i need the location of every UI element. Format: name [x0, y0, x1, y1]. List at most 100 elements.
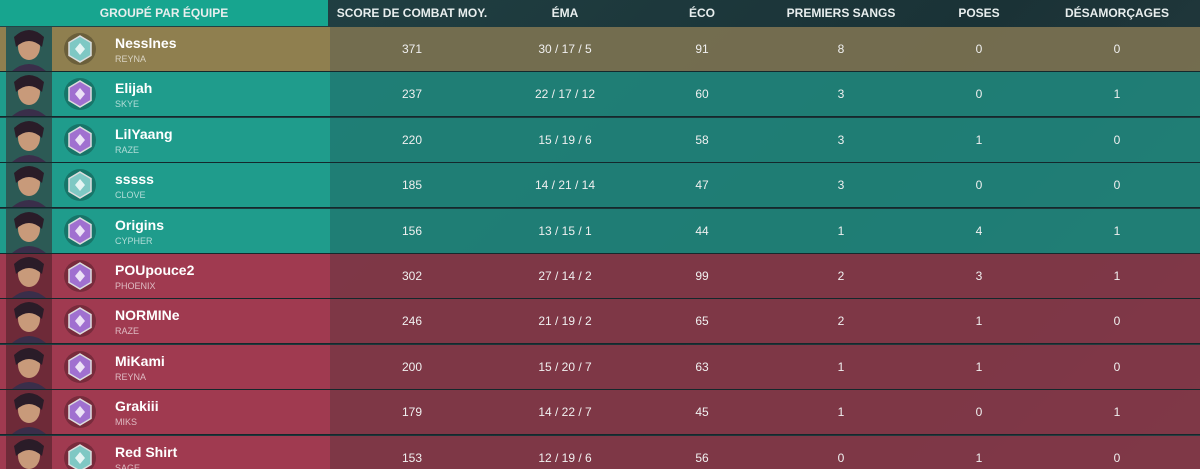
- agent-portrait: [6, 299, 52, 344]
- player-row: LilYaang RAZE 220 15 / 19 / 6 58 3 1 0: [0, 117, 1200, 163]
- stat-defuses: 0: [1113, 359, 1121, 374]
- agent-portrait: [6, 117, 52, 162]
- player-name: sssss: [115, 171, 154, 188]
- header-cell: ÉMA: [551, 6, 579, 20]
- agent-name: SAGE: [115, 462, 141, 469]
- stat-kda: 21 / 19 / 2: [538, 314, 592, 329]
- agent-name: SKYE: [115, 99, 140, 110]
- stat-first-bloods: 1: [837, 223, 845, 238]
- stat-eco: 47: [695, 178, 709, 193]
- header-cell: SCORE DE COMBAT MOY.: [336, 6, 488, 20]
- player-cell: [0, 163, 330, 208]
- player-name: NORMINe: [115, 307, 180, 324]
- stat-plants: 3: [975, 269, 983, 283]
- stat-defuses: 1: [1113, 269, 1121, 283]
- player-cell: [0, 390, 330, 435]
- stat-eco: 56: [695, 450, 709, 465]
- stat-kda: 13 / 15 / 1: [538, 223, 592, 238]
- player-name: MiKami: [115, 352, 165, 369]
- stat-eco: 45: [695, 405, 709, 420]
- stat-first-bloods: 0: [837, 450, 845, 465]
- agent-portrait: [6, 435, 52, 469]
- stat-kda: 15 / 19 / 6: [538, 132, 592, 147]
- player-cell: [0, 435, 330, 469]
- stat-kda: 15 / 20 / 7: [538, 359, 592, 374]
- stat-defuses: 0: [1113, 42, 1121, 56]
- player-cell: [0, 72, 330, 117]
- stat-first-bloods: 2: [837, 314, 845, 329]
- stat-score: 246: [401, 314, 423, 329]
- stat-first-bloods: 1: [837, 405, 845, 420]
- player-cell: [0, 254, 330, 298]
- agent-portrait: [6, 27, 52, 71]
- player-cell: [0, 344, 330, 389]
- rank-icon: [64, 441, 96, 469]
- header-cell: PREMIERS SANGS: [786, 6, 896, 20]
- agent-name: CLOVE: [115, 190, 146, 201]
- stat-defuses: 1: [1113, 405, 1121, 420]
- agent-portrait: [6, 72, 52, 117]
- stat-first-bloods: 3: [837, 132, 845, 147]
- stat-defuses: 0: [1113, 450, 1121, 465]
- agent-name: CYPHER: [115, 235, 153, 246]
- stat-kda: 27 / 14 / 2: [538, 269, 592, 283]
- player-name: Elijah: [115, 80, 153, 97]
- stat-plants: 1: [975, 359, 983, 374]
- stat-score: 185: [401, 178, 423, 193]
- stat-first-bloods: 3: [837, 178, 845, 193]
- rank-icon: [64, 33, 96, 65]
- header-cell: POSES: [958, 6, 1000, 20]
- stat-kda: 22 / 17 / 12: [534, 87, 596, 102]
- stat-plants: 1: [975, 132, 983, 147]
- stat-kda: 14 / 22 / 7: [538, 405, 592, 420]
- stats-cell: [330, 435, 1200, 469]
- rank-icon: [64, 214, 96, 247]
- header-cell: GROUPÉ PAR ÉQUIPE: [0, 0, 328, 26]
- agent-name: RAZE: [115, 144, 140, 155]
- stats-cell: [330, 117, 1200, 162]
- stat-kda: 12 / 19 / 6: [538, 450, 592, 465]
- header-cell: ÉCO: [688, 6, 715, 20]
- agent-name: MIKS: [115, 417, 138, 428]
- stat-score: 200: [401, 359, 423, 374]
- stat-score: 153: [401, 450, 423, 465]
- stat-score: 371: [401, 42, 423, 56]
- player-row: Grakiii MIKS 179 14 / 22 / 7 45 1 0 1: [0, 390, 1200, 436]
- player-name: Origins: [115, 216, 165, 233]
- agent-name: REYNA: [115, 371, 147, 382]
- stat-eco: 99: [695, 269, 709, 283]
- stat-first-bloods: 8: [837, 42, 845, 56]
- header-cell: DÉSAMORÇAGES: [1064, 6, 1169, 20]
- player-name: Red Shirt: [115, 443, 178, 460]
- stat-eco: 60: [695, 87, 709, 102]
- agent-portrait: [6, 208, 52, 253]
- stats-cell: [330, 299, 1200, 344]
- stats-cell: [330, 208, 1200, 253]
- agent-name: PHOENIX: [115, 281, 156, 291]
- agent-name: RAZE: [115, 326, 140, 337]
- stat-first-bloods: 2: [837, 269, 845, 283]
- rank-icon: [64, 305, 96, 338]
- player-row: NORMINe RAZE 246 21 / 19 / 2 65 2 1 0: [0, 299, 1200, 345]
- stats-cell: [330, 72, 1200, 117]
- stats-cell: [330, 254, 1200, 298]
- rank-icon: [64, 350, 96, 383]
- player-row: Red Shirt SAGE 153 12 / 19 / 6 56 0 1 0: [0, 435, 1200, 469]
- rank-icon: [64, 260, 96, 292]
- player-row: sssss CLOVE 185 14 / 21 / 14 47 3 0 0: [0, 163, 1200, 209]
- stat-defuses: 0: [1113, 132, 1121, 147]
- stat-defuses: 1: [1113, 223, 1121, 238]
- stat-first-bloods: 3: [837, 87, 845, 102]
- player-cell: [0, 299, 330, 344]
- stats-cell: [330, 163, 1200, 208]
- stat-eco: 44: [695, 223, 709, 238]
- player-row: Nesslnes REYNA 371 30 / 17 / 5 91 8 0 0: [0, 27, 1200, 72]
- stat-kda: 30 / 17 / 5: [538, 42, 592, 56]
- stat-eco: 63: [695, 359, 709, 374]
- player-cell: [0, 208, 330, 253]
- player-row: MiKami REYNA 200 15 / 20 / 7 63 1 1 0: [0, 344, 1200, 390]
- stat-kda: 14 / 21 / 14: [534, 178, 596, 193]
- player-row: POUpouce2 PHOENIX 302 27 / 14 / 2 99 2 3 1: [0, 254, 1200, 299]
- stat-plants: 0: [975, 178, 983, 193]
